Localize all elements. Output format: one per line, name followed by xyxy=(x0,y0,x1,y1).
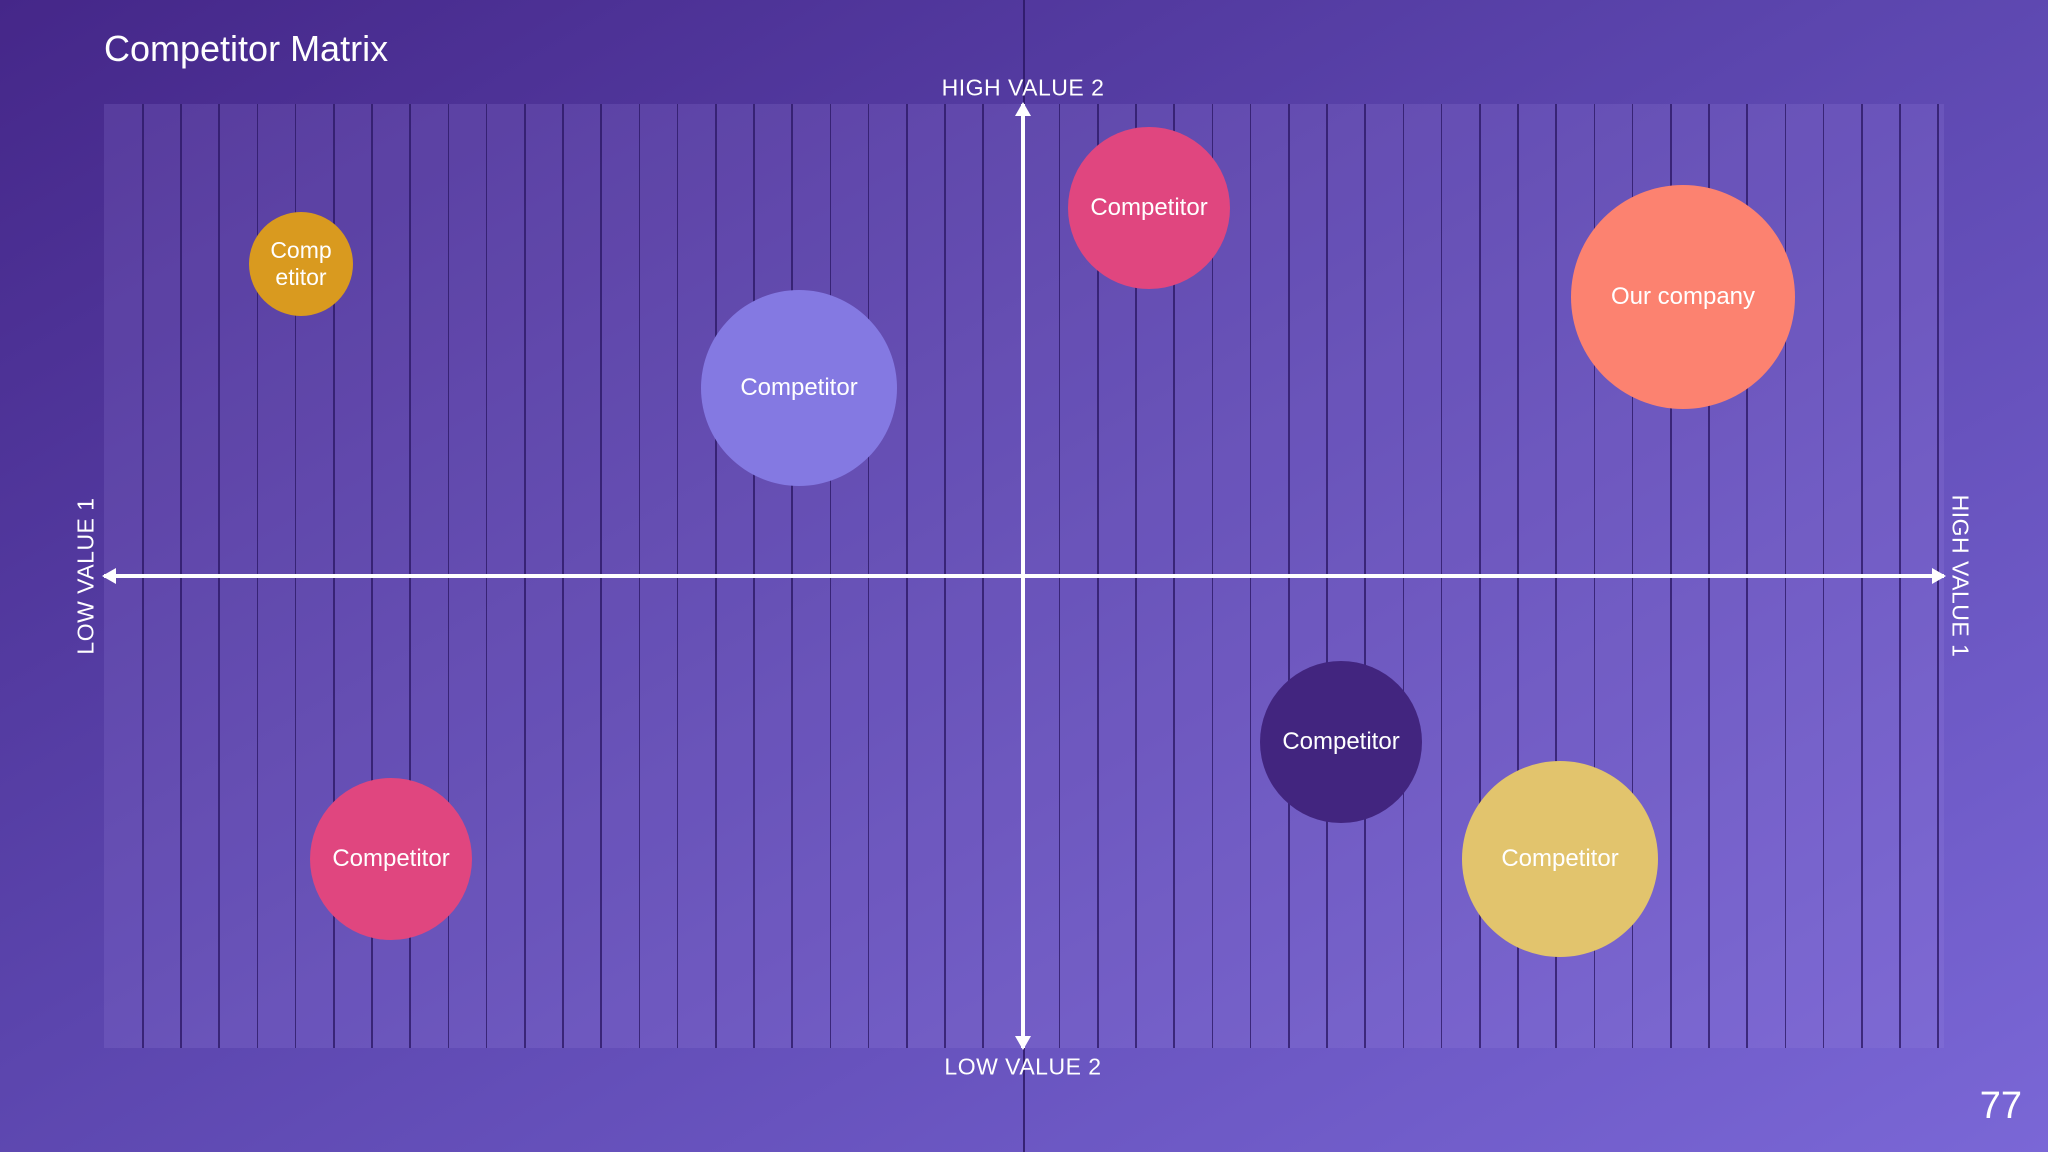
competitor-bubble: Competitor xyxy=(310,778,472,940)
arrow-up-icon xyxy=(1015,102,1031,116)
page-number: 77 xyxy=(1979,1085,2022,1127)
axis-label-high-value-2: HIGH VALUE 2 xyxy=(941,74,1105,101)
bubble-label: Our company xyxy=(1610,283,1756,310)
axis-label-low-value-2: LOW VALUE 2 xyxy=(944,1053,1102,1080)
competitor-bubble: Competitor xyxy=(1260,661,1422,823)
bubble-label: Competitor xyxy=(1501,845,1619,872)
competitor-bubble: Competitor xyxy=(701,290,897,486)
competitor-bubble: Competitor xyxy=(1068,127,1230,289)
bubble-label: Competitor xyxy=(270,237,332,290)
axis-label-low-value-1: LOW VALUE 1 xyxy=(72,497,99,655)
bubble-label: Competitor xyxy=(332,845,450,872)
bubble-label: Competitor xyxy=(1282,728,1400,755)
slide-title: Competitor Matrix xyxy=(104,28,389,69)
arrow-left-icon xyxy=(102,568,116,584)
our-company-bubble: Our company xyxy=(1571,185,1795,409)
competitor-bubble: Competitor xyxy=(249,212,353,316)
arrow-down-icon xyxy=(1015,1036,1031,1050)
bubble-label: Competitor xyxy=(1090,194,1208,221)
vertical-axis xyxy=(1021,104,1025,1048)
axis-label-high-value-1: HIGH VALUE 1 xyxy=(1947,494,1974,658)
bubble-label: Competitor xyxy=(740,374,858,401)
competitor-bubble: Competitor xyxy=(1462,761,1658,957)
arrow-right-icon xyxy=(1932,568,1946,584)
